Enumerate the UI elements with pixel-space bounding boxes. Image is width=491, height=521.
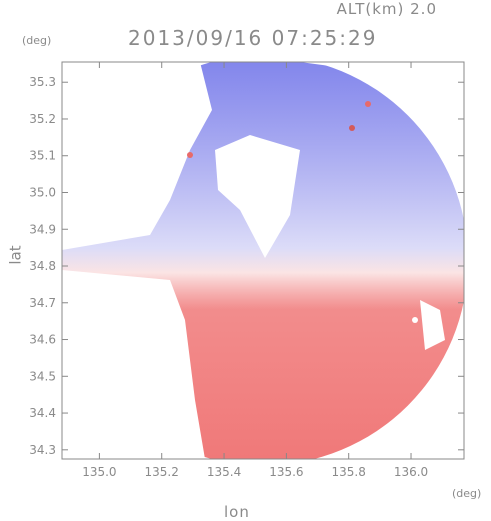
echo-speck-1 <box>365 101 371 107</box>
y-tick-label: 35.1 <box>29 149 56 163</box>
echo-speck-3 <box>412 317 418 323</box>
y-tick-label: 34.4 <box>29 406 56 420</box>
altitude-label: ALT(km) 2.0 <box>336 0 437 18</box>
plot-frame <box>61 61 465 460</box>
y-unit-label: (deg) <box>22 34 52 47</box>
y-tick-label: 35.0 <box>29 185 56 199</box>
x-unit-label: (deg) <box>452 487 482 500</box>
y-tick-label: 34.9 <box>29 222 56 236</box>
y-tick-label: 34.5 <box>29 369 56 383</box>
x-tick-label: 136.0 <box>394 465 428 479</box>
y-tick-label: 35.3 <box>29 75 56 89</box>
y-tick-label: 34.7 <box>29 296 56 310</box>
echo-speck-0 <box>187 152 193 158</box>
y-tick-label: 34.3 <box>29 443 56 457</box>
x-tick-label: 135.4 <box>207 465 241 479</box>
x-tick-label: 135.2 <box>145 465 179 479</box>
x-tick-label: 135.6 <box>269 465 303 479</box>
x-axis-label: lon <box>224 503 250 521</box>
y-tick-label: 35.2 <box>29 112 56 126</box>
no-data-north-sector <box>215 135 300 258</box>
y-tick-label: 34.8 <box>29 259 56 273</box>
y-tick-label: 34.6 <box>29 333 56 347</box>
x-tick-label: 135.0 <box>82 465 116 479</box>
axes: 135.0 135.2 135.4 135.6 135.8 136.0 34.3 34.4 34… <box>29 62 464 479</box>
chart-title: 2013/09/16 07:25:29 <box>128 26 378 50</box>
no-data-southwest <box>62 270 205 459</box>
radar-field <box>62 62 464 459</box>
echo-speck-2 <box>349 125 355 131</box>
no-data-echo-patch <box>420 300 445 350</box>
no-data-west <box>62 62 212 250</box>
no-data-north-edge <box>62 62 464 110</box>
x-tick-label: 135.8 <box>332 465 366 479</box>
